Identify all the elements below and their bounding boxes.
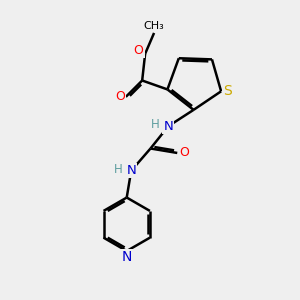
Text: H: H <box>151 118 160 131</box>
Text: N: N <box>122 250 132 264</box>
Text: O: O <box>134 44 143 57</box>
Text: H: H <box>114 163 123 176</box>
Text: N: N <box>126 164 136 177</box>
Text: O: O <box>179 146 189 160</box>
Text: CH₃: CH₃ <box>144 21 164 32</box>
Text: N: N <box>164 120 173 133</box>
Text: S: S <box>223 84 232 98</box>
Text: O: O <box>115 90 125 104</box>
